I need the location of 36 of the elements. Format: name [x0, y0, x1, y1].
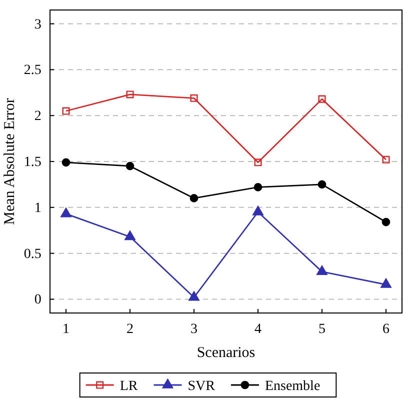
- x-tick-label: 5: [318, 322, 326, 337]
- point: [126, 90, 134, 98]
- point: [380, 278, 392, 288]
- y-tick-label: 0.5: [24, 246, 42, 262]
- x-tick-label: 1: [62, 322, 70, 337]
- x-axis-title: Scenarios: [196, 345, 256, 361]
- point: [382, 218, 390, 226]
- point: [62, 107, 70, 115]
- x-tick-label: 2: [126, 322, 134, 337]
- y-axis-title: Mean Absolute Error: [2, 98, 18, 225]
- y-tick-label: 0: [34, 292, 42, 308]
- point: [252, 206, 264, 216]
- point: [126, 162, 134, 170]
- point: [60, 208, 72, 218]
- x-tick-label: 3: [190, 322, 198, 337]
- y-tick-label: 1: [34, 200, 42, 216]
- point: [62, 158, 70, 167]
- x-tick-label: 6: [382, 322, 390, 337]
- y-tick-label: 3: [34, 17, 42, 32]
- x-tick-label: 4: [254, 322, 262, 337]
- point: [190, 94, 198, 102]
- point: [254, 183, 262, 192]
- point: [190, 194, 198, 202]
- point: [254, 158, 262, 166]
- y-tick-label: 2: [34, 109, 42, 124]
- legend-label: SVR: [188, 378, 216, 394]
- legend-label: Ensemble: [264, 378, 320, 394]
- point: [382, 156, 390, 164]
- point: [318, 180, 326, 189]
- y-tick-label: 2.5: [24, 63, 42, 78]
- legend-label: LR: [120, 378, 138, 394]
- point: [316, 266, 328, 276]
- y-tick-label: 1.5: [24, 154, 42, 170]
- point: [124, 230, 136, 240]
- point: [318, 95, 326, 103]
- point: [188, 291, 200, 301]
